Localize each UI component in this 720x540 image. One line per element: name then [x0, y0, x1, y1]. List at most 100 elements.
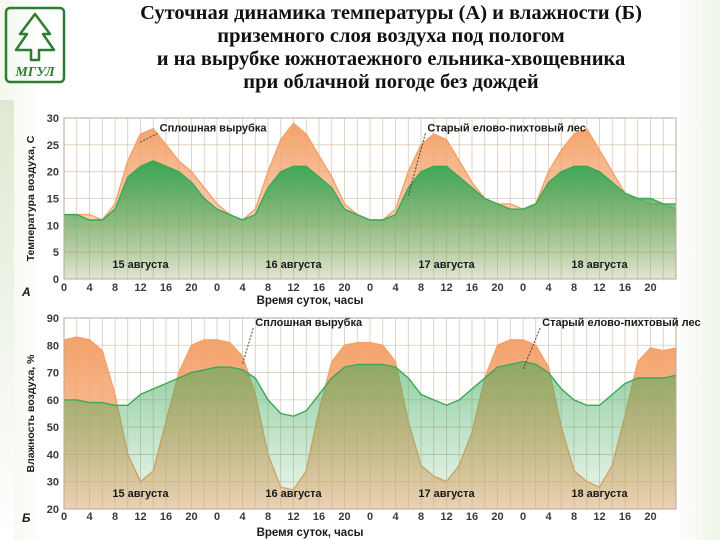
- x-tick-label: 0: [520, 511, 526, 523]
- day-label: 16 августа: [265, 488, 322, 500]
- x-tick-label: 20: [338, 511, 350, 523]
- annotation-pointer: [242, 328, 254, 365]
- line-forest: [64, 360, 677, 417]
- y-tick-label: 10: [47, 220, 59, 232]
- day-label: 17 августа: [418, 259, 475, 271]
- x-tick-label: 16: [313, 511, 325, 523]
- x-tick-label: 20: [644, 511, 656, 523]
- day-label: 18 августа: [571, 488, 628, 500]
- x-tick-label: 4: [239, 282, 246, 294]
- y-tick-label: 30: [47, 477, 59, 489]
- x-tick-label: 20: [185, 511, 197, 523]
- title-line-2: приземного слоя воздуха под пологом: [217, 25, 565, 47]
- x-tick-label: 20: [185, 282, 197, 294]
- y-axis-label: Влажность воздуха, %: [25, 354, 37, 473]
- x-tick-label: 0: [214, 282, 220, 294]
- y-axis-label: Температура воздуха, С: [25, 135, 37, 261]
- plot-frame: [63, 317, 677, 510]
- x-axis-label: Время суток, часы: [257, 527, 364, 539]
- x-tick-label: 12: [287, 282, 299, 294]
- x-tick-label: 16: [466, 282, 478, 294]
- plot-frame: [63, 117, 677, 280]
- y-tick-label: 0: [53, 274, 59, 286]
- panel-letter: Б: [22, 511, 31, 525]
- x-tick-label: 16: [160, 282, 172, 294]
- y-tick-label: 60: [47, 395, 59, 407]
- x-tick-label: 8: [418, 511, 424, 523]
- x-tick-label: 8: [571, 282, 577, 294]
- panel-letter: А: [21, 285, 31, 299]
- area-forest: [64, 361, 676, 509]
- x-tick-label: 20: [644, 282, 656, 294]
- x-tick-label: 4: [392, 511, 399, 523]
- y-tick-label: 5: [53, 247, 59, 259]
- x-tick-label: 0: [367, 511, 373, 523]
- x-tick-label: 8: [571, 511, 577, 523]
- x-tick-label: 12: [134, 282, 146, 294]
- y-tick-label: 70: [47, 368, 59, 380]
- x-tick-label: 12: [287, 511, 299, 523]
- x-axis-label: Время суток, часы: [257, 295, 364, 307]
- y-tick-label: 50: [47, 422, 59, 434]
- x-tick-label: 8: [265, 511, 271, 523]
- day-label: 18 августа: [571, 259, 628, 271]
- y-tick-label: 30: [47, 113, 59, 125]
- y-tick-label: 80: [47, 340, 59, 352]
- annotation-pointer: [522, 327, 541, 370]
- series-annotation: Сплошная вырубка: [160, 122, 268, 134]
- y-tick-label: 90: [47, 313, 59, 325]
- x-tick-label: 12: [593, 511, 605, 523]
- x-tick-label: 16: [619, 511, 631, 523]
- title-line-1: Суточная динамика температуры (А) и влаж…: [140, 2, 642, 24]
- x-tick-label: 0: [214, 511, 220, 523]
- x-tick-label: 8: [112, 282, 118, 294]
- x-tick-label: 12: [440, 511, 452, 523]
- day-label: 15 августа: [112, 259, 169, 271]
- x-tick-label: 16: [313, 282, 325, 294]
- x-tick-label: 12: [440, 282, 452, 294]
- x-tick-label: 16: [160, 511, 172, 523]
- x-tick-label: 8: [112, 511, 118, 523]
- x-tick-label: 0: [367, 282, 373, 294]
- y-tick-label: 25: [47, 140, 59, 152]
- x-tick-label: 4: [86, 282, 93, 294]
- chart-panel-a: 0 5 10 15 20 25 30 0 4 8 12 16 20 0 4 8 12 16 20 0 4 8 12 16 20 0…: [21, 113, 677, 307]
- series-annotation: Сплошная вырубка: [255, 317, 363, 329]
- x-tick-label: 8: [265, 282, 271, 294]
- y-tick-label: 20: [47, 167, 59, 179]
- series-annotation: Старый елово-пихтовый лес: [427, 122, 585, 134]
- x-tick-label: 4: [392, 282, 399, 294]
- x-tick-label: 0: [520, 282, 526, 294]
- title-line-4: при облачной погоде без дождей: [243, 71, 539, 93]
- left-decor-bar: [0, 100, 14, 540]
- x-tick-label: 4: [86, 511, 93, 523]
- x-tick-label: 0: [61, 511, 67, 523]
- day-label: 16 августа: [265, 259, 322, 271]
- mgul-logo: МГУЛ: [4, 6, 66, 84]
- x-tick-label: 20: [338, 282, 350, 294]
- y-tick-label: 40: [47, 449, 59, 461]
- x-tick-label: 12: [593, 282, 605, 294]
- day-label: 17 августа: [418, 488, 475, 500]
- annotation-pointer: [407, 133, 426, 196]
- title-line-3: и на вырубке южнотаежного ельника-хвощев…: [156, 48, 626, 70]
- y-tick-label: 20: [47, 504, 59, 516]
- x-tick-label: 16: [466, 511, 478, 523]
- x-tick-label: 4: [545, 282, 552, 294]
- x-tick-label: 12: [134, 511, 146, 523]
- x-tick-label: 20: [491, 511, 503, 523]
- x-tick-label: 20: [491, 282, 503, 294]
- area-forest: [64, 160, 676, 279]
- x-tick-label: 16: [619, 282, 631, 294]
- series-annotation: Старый елово-пихтовый лес: [542, 317, 700, 329]
- x-tick-label: 0: [61, 282, 67, 294]
- day-label: 15 августа: [112, 488, 169, 500]
- x-tick-label: 8: [418, 282, 424, 294]
- page-title: Суточная динамика температуры (А) и влаж…: [66, 2, 716, 114]
- x-tick-label: 4: [545, 511, 552, 523]
- x-tick-label: 4: [239, 511, 246, 523]
- line-forest: [64, 160, 676, 221]
- y-tick-label: 15: [47, 194, 59, 206]
